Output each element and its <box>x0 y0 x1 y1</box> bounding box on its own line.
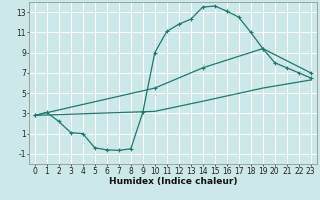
X-axis label: Humidex (Indice chaleur): Humidex (Indice chaleur) <box>108 177 237 186</box>
